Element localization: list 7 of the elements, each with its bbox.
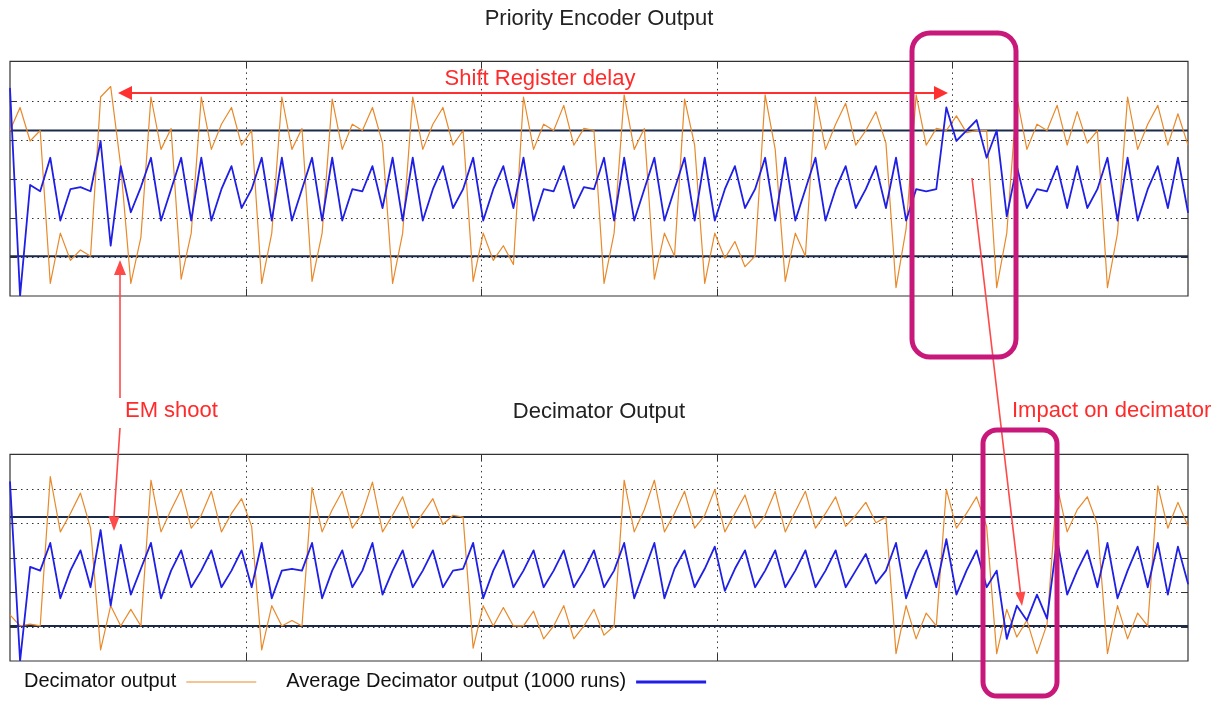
text: Impact on decimator: [1012, 397, 1212, 422]
chart-title: Decimator Output: [512, 398, 686, 424]
legend-label: Average Decimator output (1000 runs): [286, 668, 627, 691]
text: EM shoot: [125, 397, 218, 422]
annotation: Shift Register delay: [444, 65, 636, 90]
legend-label: Decimator output: [24, 668, 177, 691]
chart-title: Priority Encoder Output: [484, 5, 714, 31]
